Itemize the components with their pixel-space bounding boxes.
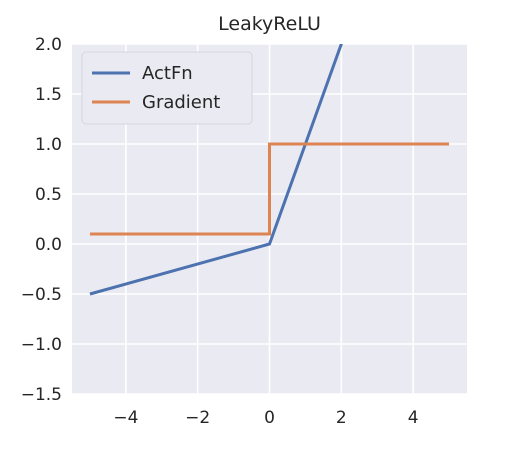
legend-label: Gradient <box>142 92 220 113</box>
series-line-gradient <box>89 142 450 236</box>
x-tick-label: 0 <box>264 408 275 428</box>
y-tick-label: 0.5 <box>35 185 62 205</box>
y-tick-label: 0.0 <box>35 235 62 255</box>
x-tick-label: −4 <box>113 408 138 428</box>
x-tick-label: 2 <box>336 408 347 428</box>
legend-frame <box>81 51 253 125</box>
legend: ActFn Gradient <box>81 51 253 125</box>
y-tick-label: −1.0 <box>21 335 62 355</box>
legend-label: ActFn <box>142 63 193 84</box>
y-tick-label: 2.0 <box>35 35 62 55</box>
y-tick-label: −0.5 <box>21 285 62 305</box>
tick-labels: −4 −2 0 2 4 −1.5 −1.0 −0.5 0.0 0.5 1.0 1.5 2.0 <box>21 35 419 428</box>
series-line-actfn <box>89 44 343 296</box>
y-tick-label: 1.5 <box>35 85 62 105</box>
chart-title: LeakyReLU <box>218 13 321 35</box>
y-tick-label: 1.0 <box>35 135 62 155</box>
x-tick-label: −2 <box>185 408 210 428</box>
series-layer <box>89 44 450 296</box>
y-tick-label: −1.5 <box>21 385 62 405</box>
x-tick-label: 4 <box>408 408 419 428</box>
